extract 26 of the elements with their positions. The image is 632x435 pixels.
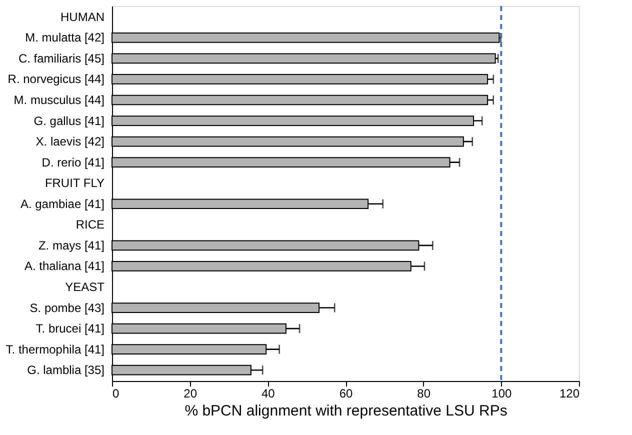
y-tick-label: M. mulatta [42] [25,30,104,45]
y-tick-label: S. pombe [43] [30,300,104,315]
y-tick-label: T. brucei [41] [36,322,104,336]
x-tick-label: 60 [339,386,353,400]
x-axis-title: % bPCN alignment with representative LSU RPs [184,402,508,420]
y-tick-label: RICE [76,218,104,232]
y-tick-label: A. thaliana [41] [24,259,104,274]
x-tick-label: 80 [417,386,431,400]
y-tick-label: R. norvegicus [44] [8,72,104,86]
y-tick-label: Z. mays [41] [38,238,104,252]
x-tick-label: 0 [112,386,120,400]
y-tick-label: T. thermophila [41] [6,342,104,356]
y-tick-label: HUMAN [60,10,104,24]
y-tick-label: G. lamblia [35] [27,363,104,378]
y-tick-label: D. rerio [41] [42,155,104,170]
y-tick-label: A. gambiae [41] [20,196,104,211]
x-tick-label: 20 [184,386,198,400]
y-tick-label: FRUIT FLY [44,176,104,190]
y-tick-label: X. laevis [42] [36,134,104,149]
y-tick-label: G. gallus [41] [34,114,104,128]
x-tick-label: 120 [559,386,580,400]
y-tick-label: YEAST [65,280,106,294]
x-tick-label: 100 [492,386,512,400]
y-tick-label: C. familiaris [45] [18,51,104,66]
x-tick-label: 40 [261,386,276,400]
y-tick-label: M. musculus [44] [14,93,104,108]
